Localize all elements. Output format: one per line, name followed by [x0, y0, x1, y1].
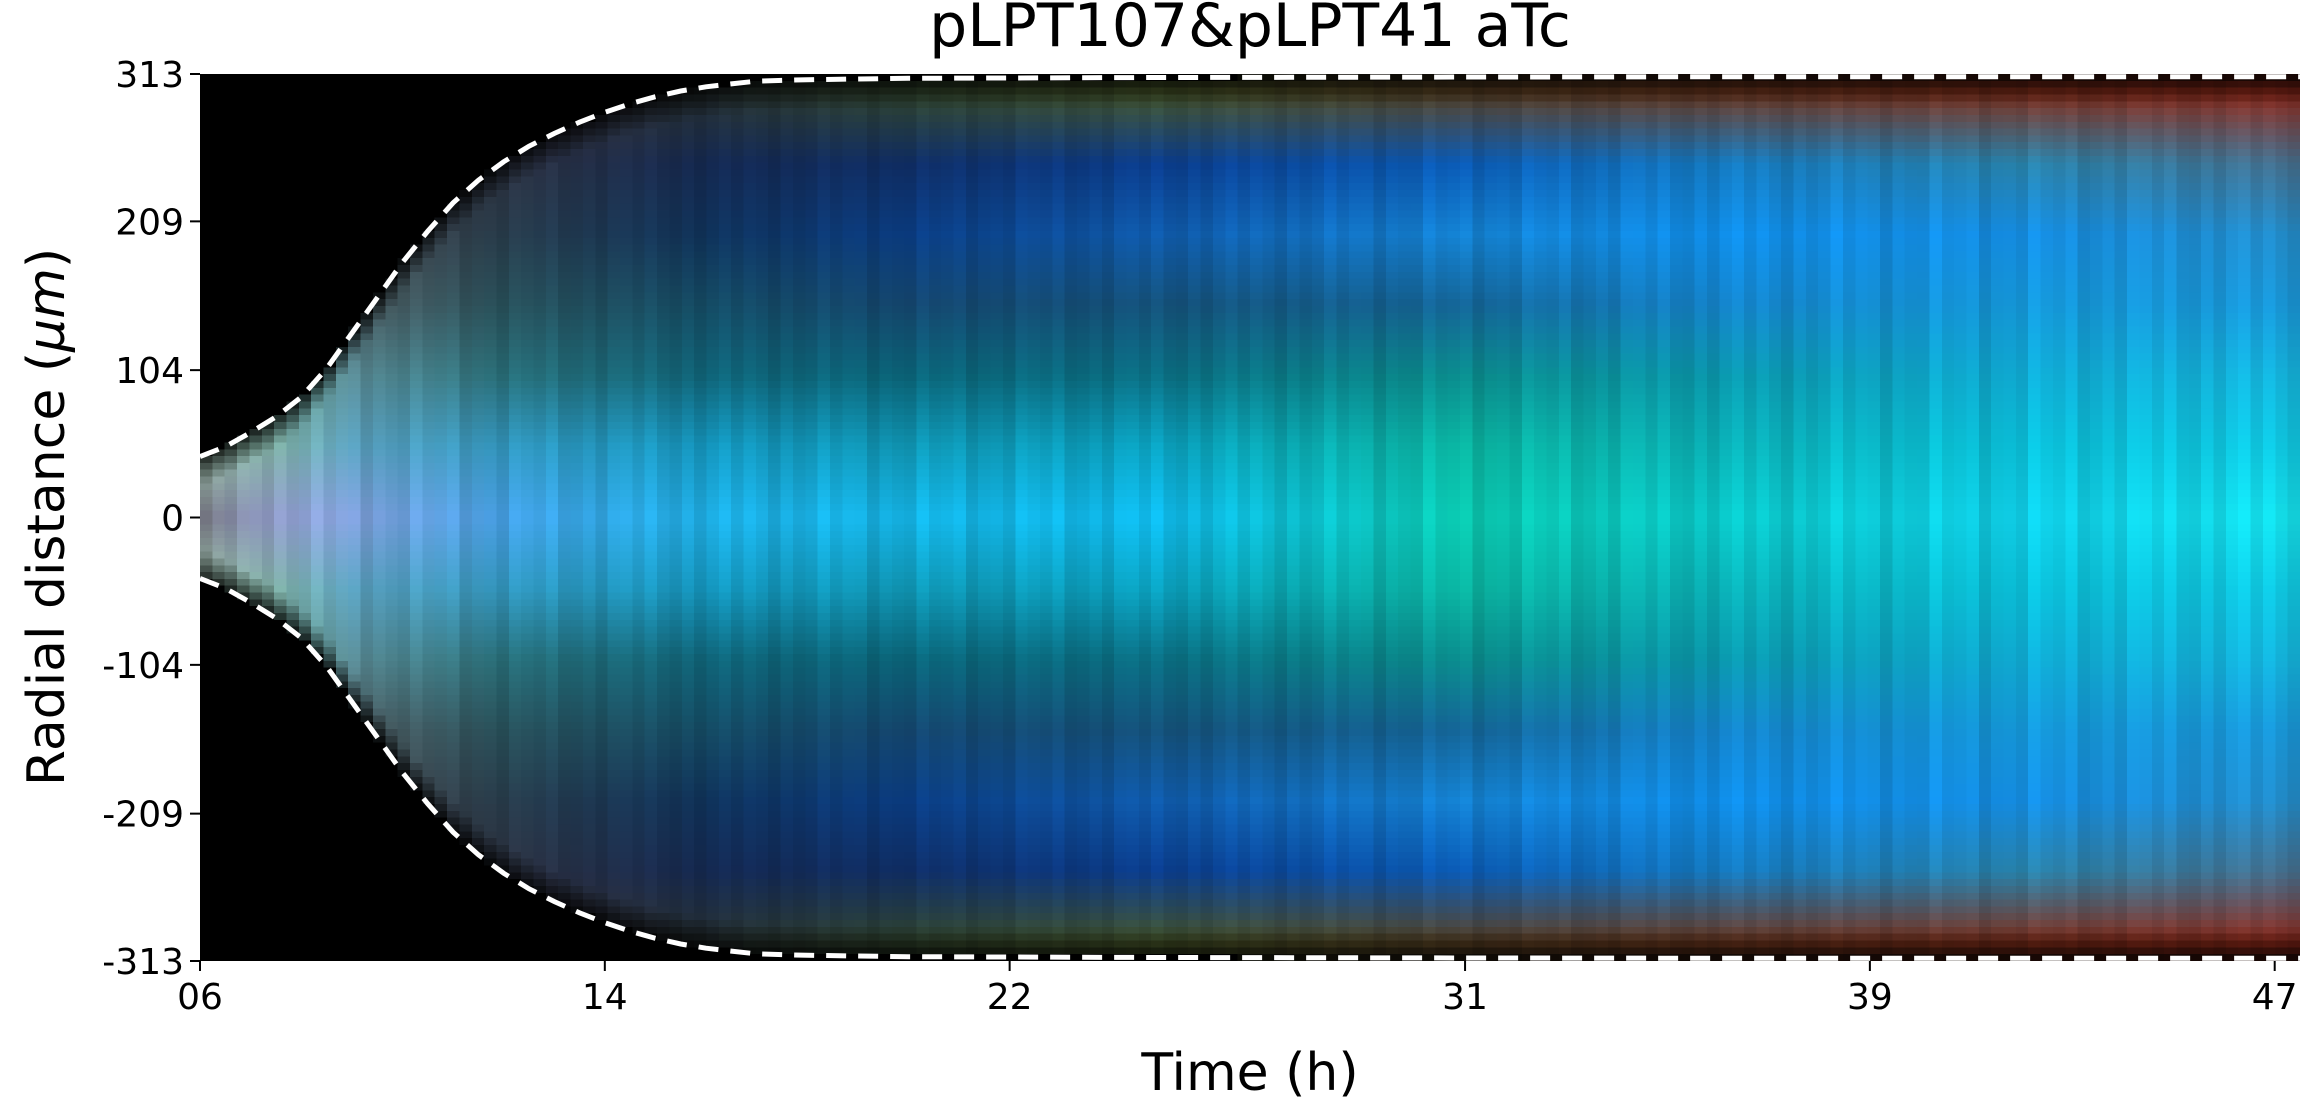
y-tick-label-6: -313 — [102, 942, 184, 983]
y-axis: 313 209 104 0 -104 -209 -313 — [102, 55, 200, 983]
y-tick-label-0: 313 — [115, 55, 184, 96]
y-tick-label-2: 104 — [115, 351, 184, 392]
y-tick-label-3: 0 — [161, 499, 184, 540]
y-axis-label: Radial distance (μm) — [17, 248, 77, 786]
chart-title: pLPT107&pLPT41 aTc — [929, 0, 1571, 61]
y-axis-label-unit: μm — [17, 268, 77, 353]
boundary-line-upper — [199, 74, 2300, 459]
x-tick-label-3: 31 — [1442, 977, 1488, 1018]
x-tick-label-2: 22 — [987, 977, 1033, 1018]
x-tick-label-4: 39 — [1847, 977, 1893, 1018]
plot-area — [199, 74, 2300, 961]
y-tick-label-4: -104 — [102, 646, 184, 687]
y-axis-label-prefix: Radial distance ( — [17, 352, 77, 786]
x-axis-label: Time (h) — [1140, 1043, 1358, 1103]
heatmap-image — [200, 74, 2300, 961]
x-tick-label-1: 14 — [582, 977, 628, 1018]
x-axis: 06 14 22 31 39 47 — [177, 961, 2298, 1018]
boundary-line-lower — [199, 576, 2300, 961]
y-tick-label-5: -209 — [102, 795, 184, 836]
x-tick-label-5: 47 — [2252, 977, 2298, 1018]
y-tick-label-1: 209 — [115, 202, 184, 243]
y-axis-label-suffix: ) — [17, 248, 77, 268]
x-tick-label-0: 06 — [177, 977, 223, 1018]
